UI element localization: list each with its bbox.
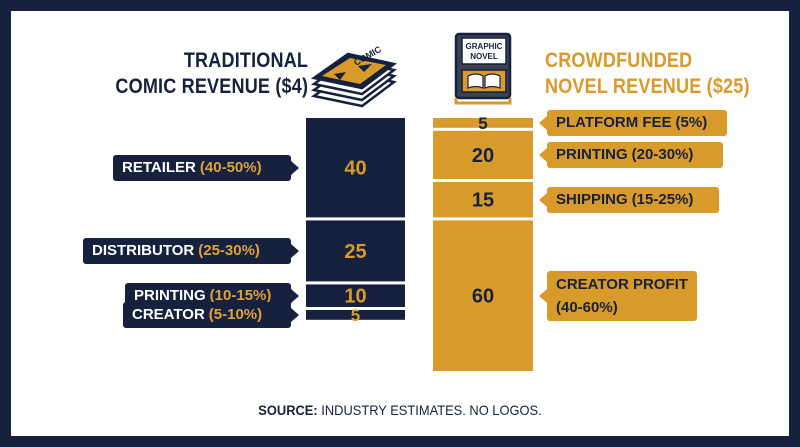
bar-segment-traditional-printing — [306, 284, 405, 307]
category-name: PRINTING — [134, 287, 206, 305]
category-range: (5-10%) — [208, 306, 263, 324]
bar-segment-traditional-retailer — [306, 118, 405, 218]
category-label-traditional-creator: CREATOR (5-10%) — [123, 301, 299, 328]
book-icon-line2: NOVEL — [470, 52, 498, 61]
category-name: RETAILER — [122, 159, 196, 177]
traditional-heading-line2: COMIC REVENUE ($4) — [115, 75, 308, 98]
value-label-crowdfunded-shipping: 15 — [472, 190, 494, 212]
category-label-crowdfunded-printing: PRINTING (20-30%) — [539, 141, 723, 168]
crowdfunded-heading-line2: NOVEL REVENUE ($25) — [545, 75, 750, 98]
value-label-traditional-distributor: 25 — [344, 241, 366, 263]
category-name: SHIPPING — [556, 191, 628, 209]
source-note: SOURCE: INDUSTRY ESTIMATES. NO LOGOS. — [32, 402, 768, 418]
bar-segment-traditional-distributor — [306, 220, 405, 282]
category-label-crowdfunded-creator-profit: CREATOR PROFIT (40-60%) — [539, 270, 697, 321]
category-range: (10-15%) — [209, 287, 272, 305]
value-label-traditional-creator: 5 — [351, 306, 360, 325]
traditional-heading: TRADITIONAL COMIC REVENUE ($4) — [115, 48, 308, 100]
category-label-crowdfunded-shipping: SHIPPING (15-25%) — [539, 186, 719, 213]
category-range: (5%) — [675, 114, 708, 132]
bar-segment-traditional-creator — [306, 310, 405, 320]
category-range: (15-25%) — [631, 191, 694, 209]
bar-segment-crowdfunded-creator-profit — [433, 220, 533, 371]
value-label-traditional-retailer: 40 — [344, 158, 366, 180]
category-name: CREATOR PROFIT — [556, 275, 688, 293]
bar-segment-crowdfunded-shipping — [433, 182, 533, 218]
value-label-traditional-printing: 10 — [344, 286, 366, 308]
value-label-crowdfunded-platform-fee: 5 — [478, 114, 487, 133]
value-label-crowdfunded-printing: 20 — [472, 145, 494, 167]
crowdfunded-heading: CROWDFUNDED NOVEL REVENUE ($25) — [545, 48, 750, 100]
category-label-traditional-distributor: DISTRIBUTOR (25-30%) — [83, 237, 299, 264]
traditional-heading-line1: TRADITIONAL — [183, 49, 308, 72]
crowdfunded-heading-line1: CROWDFUNDED — [545, 49, 693, 72]
bar-segment-crowdfunded-platform-fee — [433, 118, 533, 128]
category-name: PLATFORM FEE — [556, 114, 672, 132]
book-icon-line1: GRAPHIC — [466, 42, 503, 51]
category-label-traditional-retailer: RETAILER (40-50%) — [113, 154, 299, 181]
category-range: (25-30%) — [198, 242, 260, 260]
bar-segment-crowdfunded-printing — [433, 130, 533, 179]
category-label-crowdfunded-platform-fee: PLATFORM FEE (5%) — [539, 109, 727, 136]
category-name: CREATOR — [132, 306, 205, 324]
value-label-crowdfunded-creator-profit: 60 — [472, 286, 494, 308]
category-name: DISTRIBUTOR — [92, 242, 195, 260]
category-range: (40-50%) — [199, 159, 262, 177]
graphic-novel-book-icon: GRAPHIC NOVEL — [454, 32, 512, 105]
category-range: (40-60%) — [556, 298, 618, 316]
comic-stack-icon: COMIC — [310, 44, 397, 108]
category-range: (20-30%) — [631, 146, 694, 164]
category-name: PRINTING — [556, 146, 628, 164]
source-text: INDUSTRY ESTIMATES. NO LOGOS. — [317, 402, 542, 418]
source-label: SOURCE: — [258, 402, 318, 418]
